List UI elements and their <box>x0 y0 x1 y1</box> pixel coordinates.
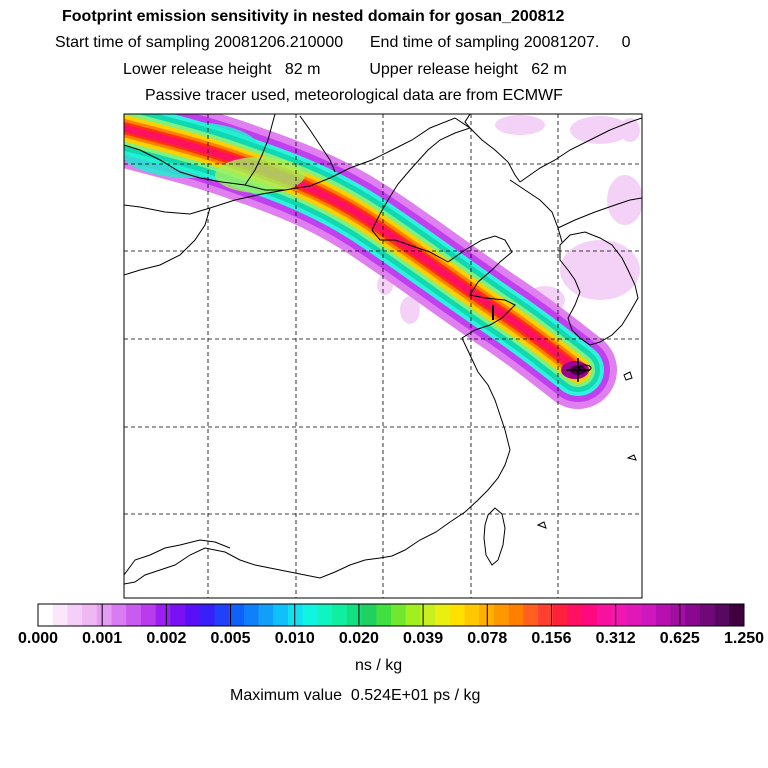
colorbar-swatch <box>96 604 112 626</box>
plume-bands <box>124 114 617 409</box>
map-frame <box>123 113 643 599</box>
colorbar-swatch <box>140 604 156 626</box>
plume-layer <box>124 114 642 409</box>
colorbar-swatch <box>317 604 333 626</box>
coastlines <box>124 114 642 585</box>
colorbar-swatch <box>729 604 745 626</box>
release-height-line: Lower release height 82 m Upper release … <box>123 61 567 78</box>
colorbar-swatch <box>641 604 657 626</box>
colorbar-swatch <box>332 604 348 626</box>
plot-title: Footprint emission sensitivity in nested… <box>62 8 565 25</box>
colorbar-swatch <box>464 604 480 626</box>
plus-icon <box>566 358 590 382</box>
colorbar-swatch <box>567 604 583 626</box>
colorbar-swatch <box>67 604 83 626</box>
colorbar-swatch <box>582 604 598 626</box>
colorbar-swatch <box>405 604 421 626</box>
colorbar-label: 0.000 <box>17 630 59 647</box>
colorbar-swatch <box>185 604 201 626</box>
colorbar-swatch <box>596 604 612 626</box>
colorbar-label: 0.039 <box>403 630 444 647</box>
colorbar-swatch <box>214 604 230 626</box>
colorbar-frame <box>37 603 745 627</box>
colorbar-swatch <box>552 604 568 626</box>
colorbar-swatch <box>243 604 259 626</box>
colorbar-swatch <box>699 604 715 626</box>
colorbar-swatch <box>449 604 465 626</box>
colorbar-label: 0.010 <box>274 630 315 647</box>
plume-head-inner <box>215 157 305 193</box>
colorbar-swatch <box>52 604 68 626</box>
colorbar-swatch <box>626 604 642 626</box>
colorbar-swatch <box>611 604 627 626</box>
colorbar-swatch <box>126 604 142 626</box>
colorbar-swatch <box>493 604 509 626</box>
colorbar-swatch <box>685 604 701 626</box>
colorbar-swatch <box>288 604 304 626</box>
colorbar-swatch <box>38 604 54 626</box>
colorbar-swatch <box>82 604 98 626</box>
colorbar-swatch <box>199 604 215 626</box>
colorbar-swatch <box>391 604 407 626</box>
plume-band <box>124 124 582 374</box>
colorbar-swatch <box>523 604 539 626</box>
colorbar-label: 0.625 <box>659 630 700 647</box>
map-gridlines <box>124 114 642 598</box>
colorbar-label: 0.078 <box>467 630 508 647</box>
colorbar-swatch <box>435 604 451 626</box>
colorbar-swatch <box>111 604 127 626</box>
colorbar-swatch <box>714 604 730 626</box>
colorbar-swatch <box>376 604 392 626</box>
colorbar-label: 0.001 <box>82 630 123 647</box>
colorbar-swatch <box>155 604 171 626</box>
colorbar-swatch <box>655 604 671 626</box>
colorbar-label: 0.005 <box>210 630 251 647</box>
colorbar-swatch <box>361 604 377 626</box>
colorbar-swatch <box>258 604 274 626</box>
colorbar <box>37 603 745 627</box>
colorbar-label: 0.312 <box>595 630 636 647</box>
colorbar-swatch <box>346 604 362 626</box>
colorbar-swatch <box>670 604 686 626</box>
colorbar-label: 0.020 <box>338 630 379 647</box>
colorbar-swatch <box>538 604 554 626</box>
colorbar-swatch <box>479 604 495 626</box>
colorbar-label: 0.002 <box>146 630 187 647</box>
sampling-time-line: Start time of sampling 20081206.210000 E… <box>55 34 631 51</box>
colorbar-swatch <box>170 604 186 626</box>
maximum-value-text: Maximum value 0.524E+01 ps / kg <box>230 687 481 704</box>
colorbar-label: 1.250 <box>723 630 765 647</box>
colorbar-units: ns / kg <box>355 657 403 674</box>
colorbar-swatch <box>420 604 436 626</box>
colorbar-label: 0.156 <box>531 630 572 647</box>
colorbar-swatch <box>273 604 289 626</box>
colorbar-swatch <box>508 604 524 626</box>
colorbar-swatch <box>302 604 318 626</box>
colorbar-swatch <box>229 604 245 626</box>
tracer-info-line: Passive tracer used, meteorological data… <box>145 87 563 104</box>
